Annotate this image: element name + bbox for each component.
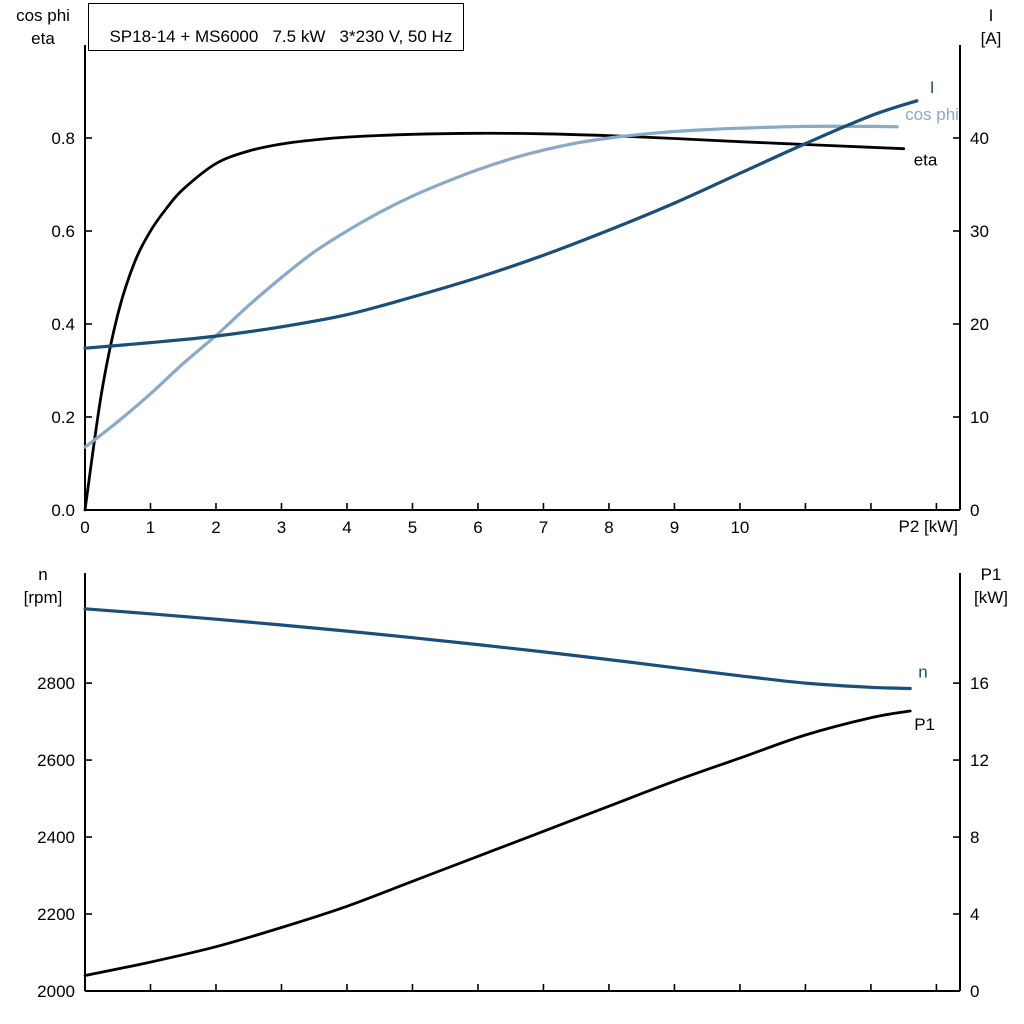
x-tick-label: 1 [146,518,155,537]
y-right-tick-label: 8 [970,828,979,847]
y-left-tick-label: 2800 [37,674,75,693]
curve-label-eta: eta [914,151,938,170]
bottom-left-axis-header: n [rpm] [0,563,86,609]
x-tick-label: 0 [80,518,89,537]
x-axis-label: P2 [kW] [898,517,958,536]
chart-title: SP18-14 + MS6000 7.5 kW 3*230 V, 50 Hz [109,27,453,46]
y-right-tick-label: 20 [970,315,989,334]
curve-n [83,607,912,691]
curve-label-n: n [918,663,927,682]
x-tick-label: 3 [277,518,286,537]
y-left-tick-label: 0.6 [51,222,75,241]
top-left-axis-header: cos phi eta [0,4,86,50]
y-right-label-line1: I [988,6,994,25]
x-tick-label: 8 [604,518,613,537]
x-tick-label: 5 [408,518,417,537]
curve-label-cos-phi: cos phi [905,105,959,124]
y-right-tick-label: 16 [970,674,989,693]
y-left-tick-label: 2200 [37,905,75,924]
chart-title-box: SP18-14 + MS6000 7.5 kW 3*230 V, 50 Hz [88,3,465,51]
y-right-label-line2: [kW] [974,588,1008,607]
y-right-tick-label: 12 [970,751,989,770]
y-right-tick-label: 0 [970,982,979,1001]
curve-cos-phi [83,124,899,449]
y-left-tick-label: 0.0 [51,501,75,520]
y-left-label-line1: n [38,565,48,584]
y-right-tick-label: 10 [970,408,989,427]
top-chart: 0 1 2 3 4 5 6 7 8 9 10 0.0 0.2 0.4 0.6 0.8 0 10 20 30 40 eta c… [51,45,989,537]
curve-label-P1: P1 [914,715,935,734]
bottom-chart: 2000 2200 2400 2600 2800 0 4 8 12 16 n P1 [37,573,989,1001]
y-left-tick-label: 0.4 [51,315,75,334]
y-right-tick-label: 4 [970,905,979,924]
x-tick-label: 2 [211,518,220,537]
bottom-right-axis-header: P1 [kW] [962,563,1020,609]
x-tick-label: 7 [539,518,548,537]
y-left-tick-label: 2000 [37,982,75,1001]
curve-P1 [83,709,912,977]
y-right-tick-label: 40 [970,129,989,148]
y-left-tick-label: 2600 [37,751,75,770]
y-left-tick-label: 0.2 [51,408,75,427]
curve-label-I: I [930,78,935,97]
y-right-label-line1: P1 [980,565,1002,584]
curve-I [83,99,919,350]
y-right-tick-label: 30 [970,222,989,241]
y-left-label-line2: [rpm] [23,588,63,607]
y-left-label-line2: eta [31,29,55,48]
y-left-tick-label: 2400 [37,828,75,847]
x-tick-label: 4 [342,518,351,537]
y-right-label-line2: [A] [980,29,1002,48]
y-left-label-line1: cos phi [16,6,70,25]
y-left-tick-label: 0.8 [51,129,75,148]
top-right-axis-header: I [A] [962,4,1020,50]
x-tick-label: 6 [473,518,482,537]
curve-eta [83,131,906,512]
x-tick-label: 10 [730,518,749,537]
x-tick-label: 9 [670,518,679,537]
y-right-tick-label: 0 [970,501,979,520]
